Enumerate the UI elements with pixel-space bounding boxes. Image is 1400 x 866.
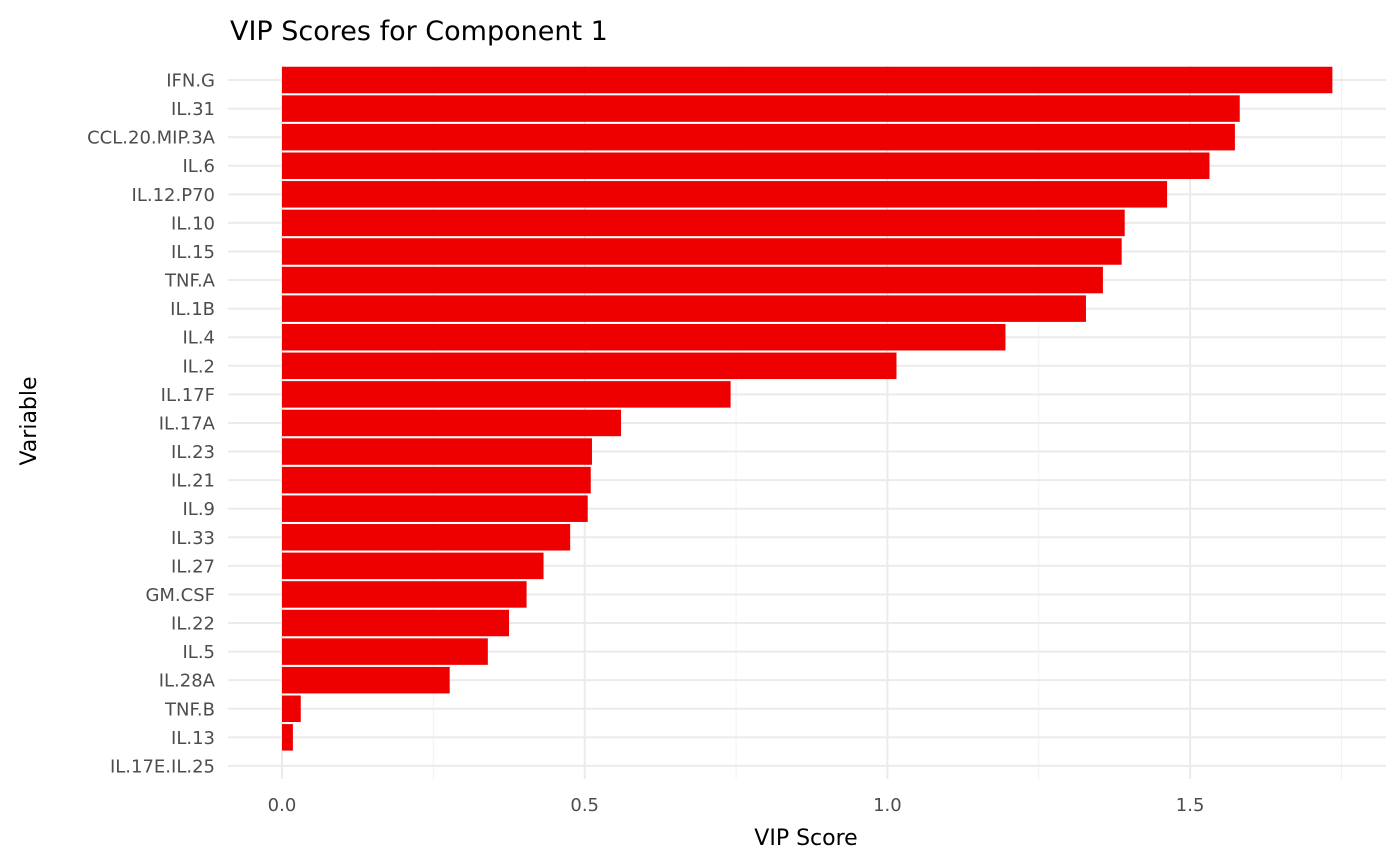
y-axis-title: Variable [17,376,42,465]
y-tick-labels: IFN.G IL.31 CCL.20.MIP.3A IL.6 IL.12.P70 IL.1… [87,71,216,778]
bar-il-6 [282,152,1210,179]
bar-il-27 [282,552,544,580]
bar-il-2 [282,352,897,380]
bar-il-13 [282,724,293,751]
bar-il-15 [282,238,1122,265]
y-tick-label: IL.12.P70 [132,185,215,206]
bar-il-22 [282,609,510,637]
y-tick-label: CCL.20.MIP.3A [87,128,216,149]
y-tick-label: IL.15 [171,242,215,263]
y-tick-label: IL.23 [171,442,215,463]
bar-il-12-p70 [282,181,1168,208]
y-tick-label: IL.5 [182,642,215,663]
bar-ccl-20-mip-3a [282,123,1235,151]
bar-il-9 [282,495,588,522]
x-tick-label: 0.0 [268,795,297,816]
y-tick-label: IL.33 [171,528,215,549]
bar-il-5 [282,638,488,665]
x-tick-label: 1.0 [873,795,902,816]
bar-il-17f [282,381,731,408]
bar-gm-csf [282,581,527,608]
y-tick-label: IL.28A [159,671,216,692]
bar-il-23 [282,438,592,465]
y-tick-label: GM.CSF [145,585,215,606]
bar-il-28a [282,666,450,694]
y-tick-label: IL.4 [182,328,215,349]
y-tick-label: IL.1B [170,299,215,320]
y-tick-label: IL.9 [182,499,215,520]
x-axis-title: VIP Score [754,826,857,851]
y-tick-label: IL.27 [171,556,215,577]
y-tick-label: TNF.A [164,271,216,292]
bar-il-33 [282,524,571,551]
y-tick-label: IL.2 [182,356,215,377]
y-tick-label: TNF.B [164,699,215,720]
bars [282,66,1333,751]
bar-il-1b [282,295,1086,322]
bar-il-10 [282,209,1125,237]
x-tick-labels: 0.0 0.5 1.0 1.5 [268,795,1205,816]
y-tick-label: IL.13 [171,728,215,749]
chart-title: VIP Scores for Component 1 [230,16,608,47]
bar-il-31 [282,95,1240,122]
y-tick-label: IFN.G [166,71,215,92]
bar-il-21 [282,466,591,494]
y-tick-label: IL.17A [159,413,216,434]
y-tick-label: IL.17F [161,385,215,406]
bar-il-17a [282,409,622,437]
y-tick-label: IL.17E.IL.25 [110,756,215,777]
bar-tnf-b [282,695,301,723]
y-tick-label: IL.31 [171,99,215,120]
bar-il-4 [282,323,1006,351]
bar-ifn-g [282,66,1333,94]
x-tick-label: 0.5 [570,795,599,816]
y-tick-label: IL.6 [182,156,215,177]
y-tick-label: IL.10 [171,213,215,234]
x-tick-label: 1.5 [1176,795,1205,816]
y-tick-label: IL.22 [171,614,215,635]
y-tick-label: IL.21 [171,471,215,492]
bar-tnf-a [282,266,1103,294]
